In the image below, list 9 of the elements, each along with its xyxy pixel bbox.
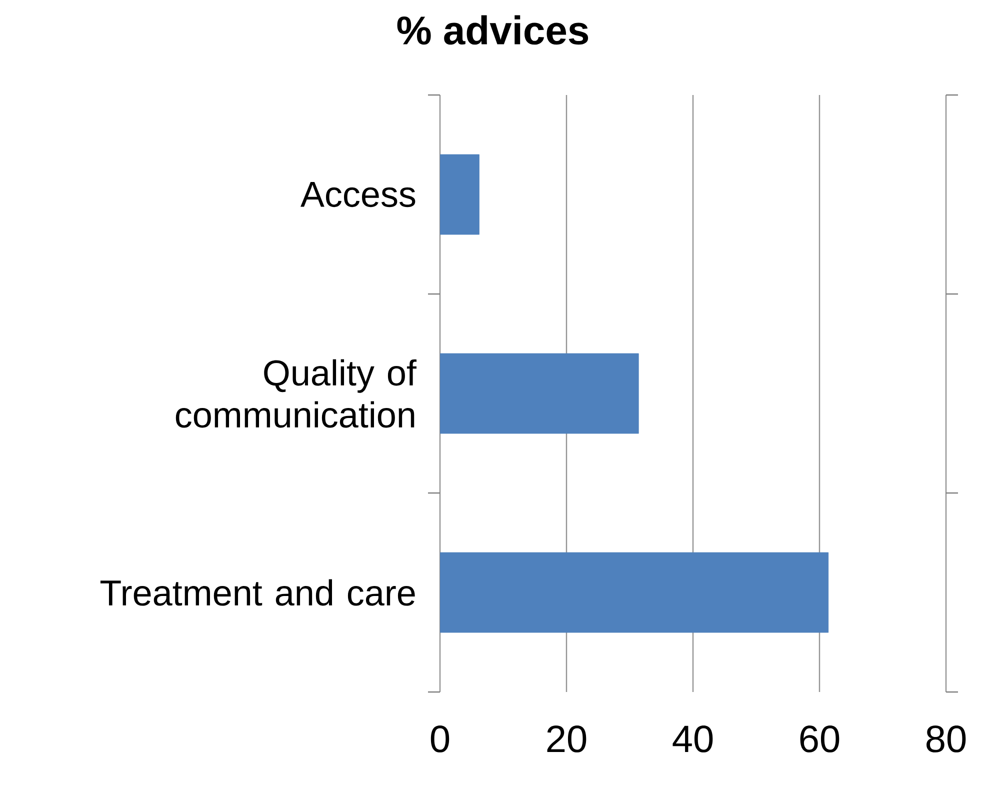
x-tick-label: 80 [926, 726, 966, 752]
y-tick-label: Access [300, 182, 416, 208]
x-tick-label: 20 [547, 726, 586, 752]
y-tick-label: Quality of communication [176, 359, 417, 428]
x-tick-label: 0 [430, 726, 450, 752]
chart-title: % advices [397, 15, 588, 45]
x-tick-label: 40 [672, 726, 713, 752]
x-tick-label: 60 [800, 726, 840, 752]
y-tick-label: Treatment and care [100, 579, 415, 606]
